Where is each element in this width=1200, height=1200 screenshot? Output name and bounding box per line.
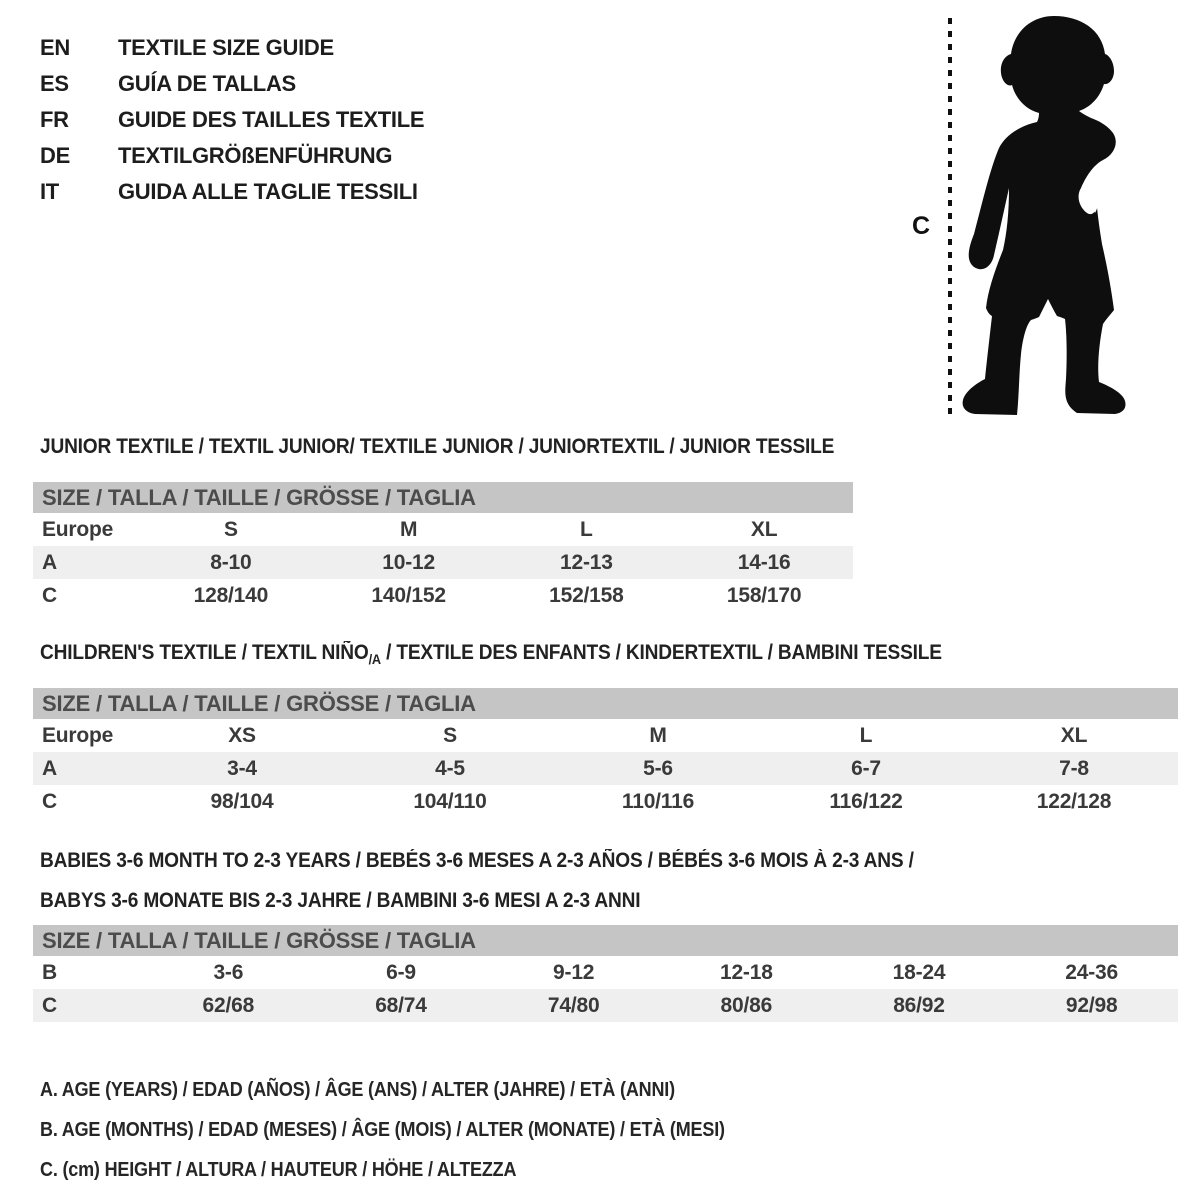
size-cell: 8-10 <box>210 551 252 574</box>
size-cell: 122/128 <box>1036 790 1112 813</box>
table-row: B 3-6 6-9 9-12 12-18 18-24 24-36 <box>33 956 1178 989</box>
size-cell: 128/140 <box>193 584 269 607</box>
lang-code: EN <box>40 35 70 60</box>
children-title-pre: CHILDREN'S TEXTILE / TEXTIL NIÑO <box>40 641 369 664</box>
babies-size-header: SIZE / TALLA / TAILLE / GRÖSSE / TAGLIA <box>33 925 1178 956</box>
size-cell: 158/170 <box>726 584 802 607</box>
language-header: EN TEXTILE SIZE GUIDE ES GUÍA DE TALLAS … <box>40 30 425 210</box>
size-cell: 110/116 <box>621 790 695 813</box>
lang-label: TEXTILE SIZE GUIDE <box>118 35 334 60</box>
babies-section-title-line2: BABYS 3-6 MONATE BIS 2-3 JAHRE / BAMBINI… <box>40 889 641 912</box>
lang-code: DE <box>40 143 70 168</box>
size-cell: 3-4 <box>227 757 257 780</box>
size-cell: L <box>580 518 593 541</box>
lang-code: IT <box>40 179 59 204</box>
size-cell: 6-7 <box>851 757 881 780</box>
table-row: C 62/68 68/74 74/80 80/86 86/92 92/98 <box>33 989 1178 1022</box>
size-cell: 140/152 <box>371 584 446 607</box>
babies-section-title-line1: BABIES 3-6 MONTH TO 2-3 YEARS / BEBÉS 3-… <box>40 849 914 872</box>
table-row: Europe S M L XL <box>33 513 853 546</box>
size-cell: 12-13 <box>560 551 613 574</box>
size-cell: 116/122 <box>829 790 903 813</box>
height-measure-line <box>948 18 952 416</box>
table-row: A 3-4 4-5 5-6 6-7 7-8 <box>33 752 1178 785</box>
size-cell: M <box>399 518 418 541</box>
lang-row-es: ES GUÍA DE TALLAS <box>40 66 424 102</box>
toddler-silhouette-icon <box>962 16 1126 415</box>
babies-size-table: B 3-6 6-9 9-12 12-18 18-24 24-36 C 62/68… <box>33 956 1178 1022</box>
children-size-header: SIZE / TALLA / TAILLE / GRÖSSE / TAGLIA <box>33 688 1178 719</box>
size-cell: 10-12 <box>382 551 435 574</box>
row-label: Europe <box>42 724 114 747</box>
size-cell: L <box>859 724 873 747</box>
legend-line-c: C. (cm) HEIGHT / ALTURA / HAUTEUR / HÖHE… <box>40 1159 517 1181</box>
row-label: C <box>42 994 57 1017</box>
size-cell: 152/158 <box>549 584 624 607</box>
size-cell: 98/104 <box>210 790 274 813</box>
table-row: C 98/104 104/110 110/116 116/122 122/128 <box>33 785 1178 818</box>
table-row: C 128/140 140/152 152/158 158/170 <box>33 579 853 612</box>
height-measure-label: C <box>912 212 931 240</box>
size-cell: 92/98 <box>1065 994 1118 1017</box>
size-cell: 86/92 <box>893 994 945 1017</box>
legend-line-a: A. AGE (YEARS) / EDAD (AÑOS) / ÂGE (ANS)… <box>40 1079 675 1101</box>
size-cell: 3-6 <box>213 961 244 984</box>
lang-label: GUIDA ALLE TAGLIE TESSILI <box>118 179 418 204</box>
row-label: A <box>42 551 57 574</box>
size-cell: XL <box>750 518 778 541</box>
row-label: A <box>42 757 57 780</box>
size-cell: 24-36 <box>1065 961 1119 984</box>
lang-row-it: IT GUIDA ALLE TAGLIE TESSILI <box>40 174 424 210</box>
size-cell: 5-6 <box>643 757 673 780</box>
table-row: Europe XS S M L XL <box>33 719 1178 752</box>
lang-code: ES <box>40 71 69 96</box>
size-cell: M <box>649 724 667 747</box>
junior-size-header: SIZE / TALLA / TAILLE / GRÖSSE / TAGLIA <box>33 482 853 513</box>
size-cell: 104/110 <box>413 790 487 813</box>
row-label: B <box>42 961 57 984</box>
lang-row-en: EN TEXTILE SIZE GUIDE <box>40 30 424 66</box>
size-cell: 14-16 <box>737 551 791 574</box>
row-label: C <box>42 790 57 813</box>
lang-row-fr: FR GUIDE DES TAILLES TEXTILE <box>40 102 425 138</box>
size-cell: 18-24 <box>892 961 946 984</box>
size-cell: 9-12 <box>553 961 595 984</box>
size-cell: 4-5 <box>435 757 465 780</box>
lang-code: FR <box>40 107 69 132</box>
size-cell: 7-8 <box>1059 757 1089 780</box>
junior-size-table: Europe S M L XL A 8-10 10-12 12-13 14-16… <box>33 513 853 612</box>
size-cell: S <box>223 518 238 541</box>
row-label: Europe <box>42 518 114 541</box>
size-cell: XS <box>228 724 256 747</box>
size-cell: 62/68 <box>202 994 255 1017</box>
lang-label: GUIDE DES TAILLES TEXTILE <box>118 107 425 132</box>
size-cell: S <box>443 724 457 747</box>
row-label: C <box>42 584 57 607</box>
size-cell: 74/80 <box>547 994 600 1017</box>
lang-label: GUÍA DE TALLAS <box>118 71 296 96</box>
lang-row-de: DE TEXTILGRÖßENFÜHRUNG <box>40 138 424 174</box>
children-section-title: CHILDREN'S TEXTILE / TEXTIL NIÑO/A / TEX… <box>40 640 942 672</box>
measure-legend: A. AGE (YEARS) / EDAD (AÑOS) / ÂGE (ANS)… <box>40 1070 801 1190</box>
size-cell: 12-18 <box>719 961 773 984</box>
legend-line-b: B. AGE (MONTHS) / EDAD (MESES) / ÂGE (MO… <box>40 1119 725 1141</box>
table-row: A 8-10 10-12 12-13 14-16 <box>33 546 853 579</box>
junior-section-title: JUNIOR TEXTILE / TEXTIL JUNIOR/ TEXTILE … <box>40 435 835 458</box>
children-title-sub: /A <box>368 651 382 668</box>
size-cell: 68/74 <box>375 994 427 1017</box>
children-size-table: Europe XS S M L XL A 3-4 4-5 5-6 6-7 7-8… <box>33 719 1178 818</box>
lang-label: TEXTILGRÖßENFÜHRUNG <box>118 143 393 168</box>
children-title-post: / TEXTILE DES ENFANTS / KINDERTEXTIL / B… <box>380 641 942 664</box>
size-cell: 80/86 <box>720 994 773 1017</box>
size-cell: 6-9 <box>386 961 416 984</box>
size-cell: XL <box>1060 724 1088 747</box>
